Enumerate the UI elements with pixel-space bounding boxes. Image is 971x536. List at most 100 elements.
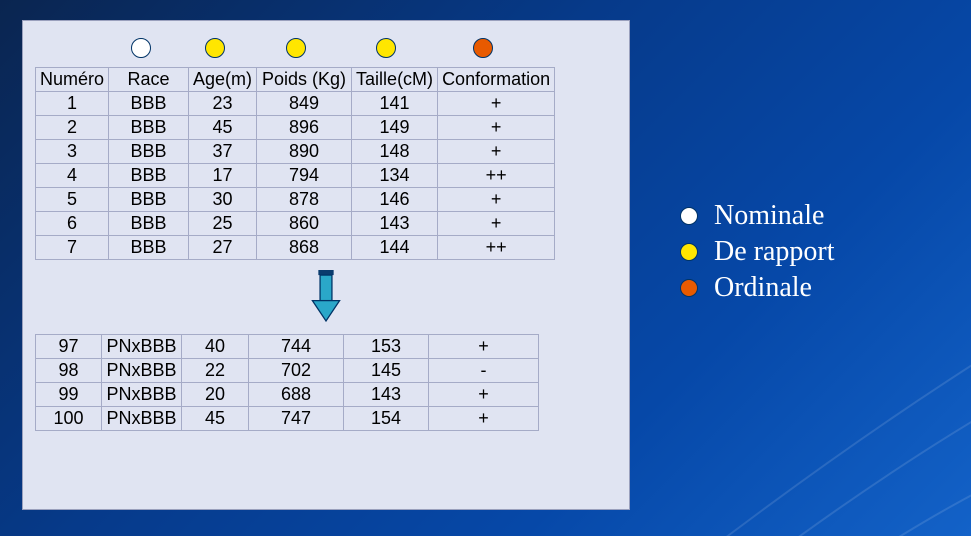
table-row: 1BBB23849141+ xyxy=(36,92,555,116)
table-cell: 146 xyxy=(352,188,438,212)
table-row: 100PNxBBB45747154+ xyxy=(36,407,539,431)
legend-item: Nominale xyxy=(680,200,835,232)
table-cell: + xyxy=(438,188,555,212)
table-cell: 145 xyxy=(344,359,429,383)
table-cell: 37 xyxy=(189,140,257,164)
table-row: 4BBB17794134++ xyxy=(36,164,555,188)
table-cell: 860 xyxy=(257,212,352,236)
orange-legend-icon xyxy=(680,279,698,297)
table-cell: PNxBBB xyxy=(102,407,182,431)
table-cell: 7 xyxy=(36,236,109,260)
table-cell: 143 xyxy=(344,383,429,407)
data-table-top: NuméroRaceAge(m)Poids (Kg)Taille(cM)Conf… xyxy=(35,67,555,260)
marker-cell xyxy=(101,35,181,61)
table-cell: 100 xyxy=(36,407,102,431)
table-row: 2BBB45896149+ xyxy=(36,116,555,140)
legend: Nominale De rapport Ordinale xyxy=(680,200,835,308)
marker-cell xyxy=(248,35,343,61)
table-cell: 794 xyxy=(257,164,352,188)
table-cell: 99 xyxy=(36,383,102,407)
table-cell: 3 xyxy=(36,140,109,164)
table-cell: 868 xyxy=(257,236,352,260)
table-cell: 22 xyxy=(182,359,249,383)
marker-cell xyxy=(428,35,538,61)
yellow-legend-icon xyxy=(680,243,698,261)
legend-item: Ordinale xyxy=(680,272,835,304)
table-row: 97PNxBBB40744153+ xyxy=(36,335,539,359)
table-cell: BBB xyxy=(109,92,189,116)
table-row: 98PNxBBB22702145- xyxy=(36,359,539,383)
table-cell: 4 xyxy=(36,164,109,188)
table-cell: 141 xyxy=(352,92,438,116)
arrow-wrap xyxy=(35,270,617,324)
table-cell: PNxBBB xyxy=(102,359,182,383)
down-arrow-icon xyxy=(309,270,343,324)
column-marker-row xyxy=(35,35,617,61)
table-row: 6BBB25860143+ xyxy=(36,212,555,236)
table-cell: 25 xyxy=(189,212,257,236)
table-cell: + xyxy=(438,92,555,116)
table-cell: + xyxy=(429,335,539,359)
table-cell: 30 xyxy=(189,188,257,212)
table-cell: 98 xyxy=(36,359,102,383)
table-cell: BBB xyxy=(109,116,189,140)
table-cell: PNxBBB xyxy=(102,383,182,407)
legend-label: Ordinale xyxy=(714,272,812,304)
table-cell: BBB xyxy=(109,212,189,236)
table-row: 3BBB37890148+ xyxy=(36,140,555,164)
table-row: 7BBB27868144++ xyxy=(36,236,555,260)
yellow-marker-icon xyxy=(376,38,396,58)
table-cell: 148 xyxy=(352,140,438,164)
yellow-marker-icon xyxy=(205,38,225,58)
orange-marker-icon xyxy=(473,38,493,58)
marker-cell xyxy=(35,35,101,61)
table-row: 5BBB30878146+ xyxy=(36,188,555,212)
table-cell: ++ xyxy=(438,164,555,188)
table-row: 99PNxBBB20688143+ xyxy=(36,383,539,407)
table-cell: PNxBBB xyxy=(102,335,182,359)
table-cell: 149 xyxy=(352,116,438,140)
table-cell: BBB xyxy=(109,188,189,212)
table-cell: 154 xyxy=(344,407,429,431)
table-cell: + xyxy=(438,140,555,164)
table-cell: 896 xyxy=(257,116,352,140)
table-cell: ++ xyxy=(438,236,555,260)
table-cell: 23 xyxy=(189,92,257,116)
table-cell: + xyxy=(438,116,555,140)
legend-label: De rapport xyxy=(714,236,835,268)
table-cell: 688 xyxy=(249,383,344,407)
table-cell: + xyxy=(438,212,555,236)
table-cell: + xyxy=(429,383,539,407)
table-cell: 144 xyxy=(352,236,438,260)
table-cell: 6 xyxy=(36,212,109,236)
column-header: Poids (Kg) xyxy=(257,68,352,92)
marker-cell xyxy=(343,35,428,61)
marker-cell xyxy=(181,35,248,61)
column-header: Age(m) xyxy=(189,68,257,92)
legend-label: Nominale xyxy=(714,200,824,232)
table-cell: 134 xyxy=(352,164,438,188)
table-cell: BBB xyxy=(109,164,189,188)
table-cell: 143 xyxy=(352,212,438,236)
table-cell: 1 xyxy=(36,92,109,116)
table-cell: BBB xyxy=(109,140,189,164)
column-header: Numéro xyxy=(36,68,109,92)
table-cell: 747 xyxy=(249,407,344,431)
table-cell: 849 xyxy=(257,92,352,116)
column-header: Conformation xyxy=(438,68,555,92)
column-header: Race xyxy=(109,68,189,92)
table-cell: 702 xyxy=(249,359,344,383)
data-table-bottom: 97PNxBBB40744153+98PNxBBB22702145-99PNxB… xyxy=(35,334,539,431)
table-cell: 27 xyxy=(189,236,257,260)
table-cell: 153 xyxy=(344,335,429,359)
white-legend-icon xyxy=(680,207,698,225)
table-cell: 97 xyxy=(36,335,102,359)
table-cell: 5 xyxy=(36,188,109,212)
table-cell: 45 xyxy=(182,407,249,431)
table-cell: 890 xyxy=(257,140,352,164)
table-cell: BBB xyxy=(109,236,189,260)
legend-item: De rapport xyxy=(680,236,835,268)
content-panel: NuméroRaceAge(m)Poids (Kg)Taille(cM)Conf… xyxy=(22,20,630,510)
table-cell: 17 xyxy=(189,164,257,188)
white-marker-icon xyxy=(131,38,151,58)
